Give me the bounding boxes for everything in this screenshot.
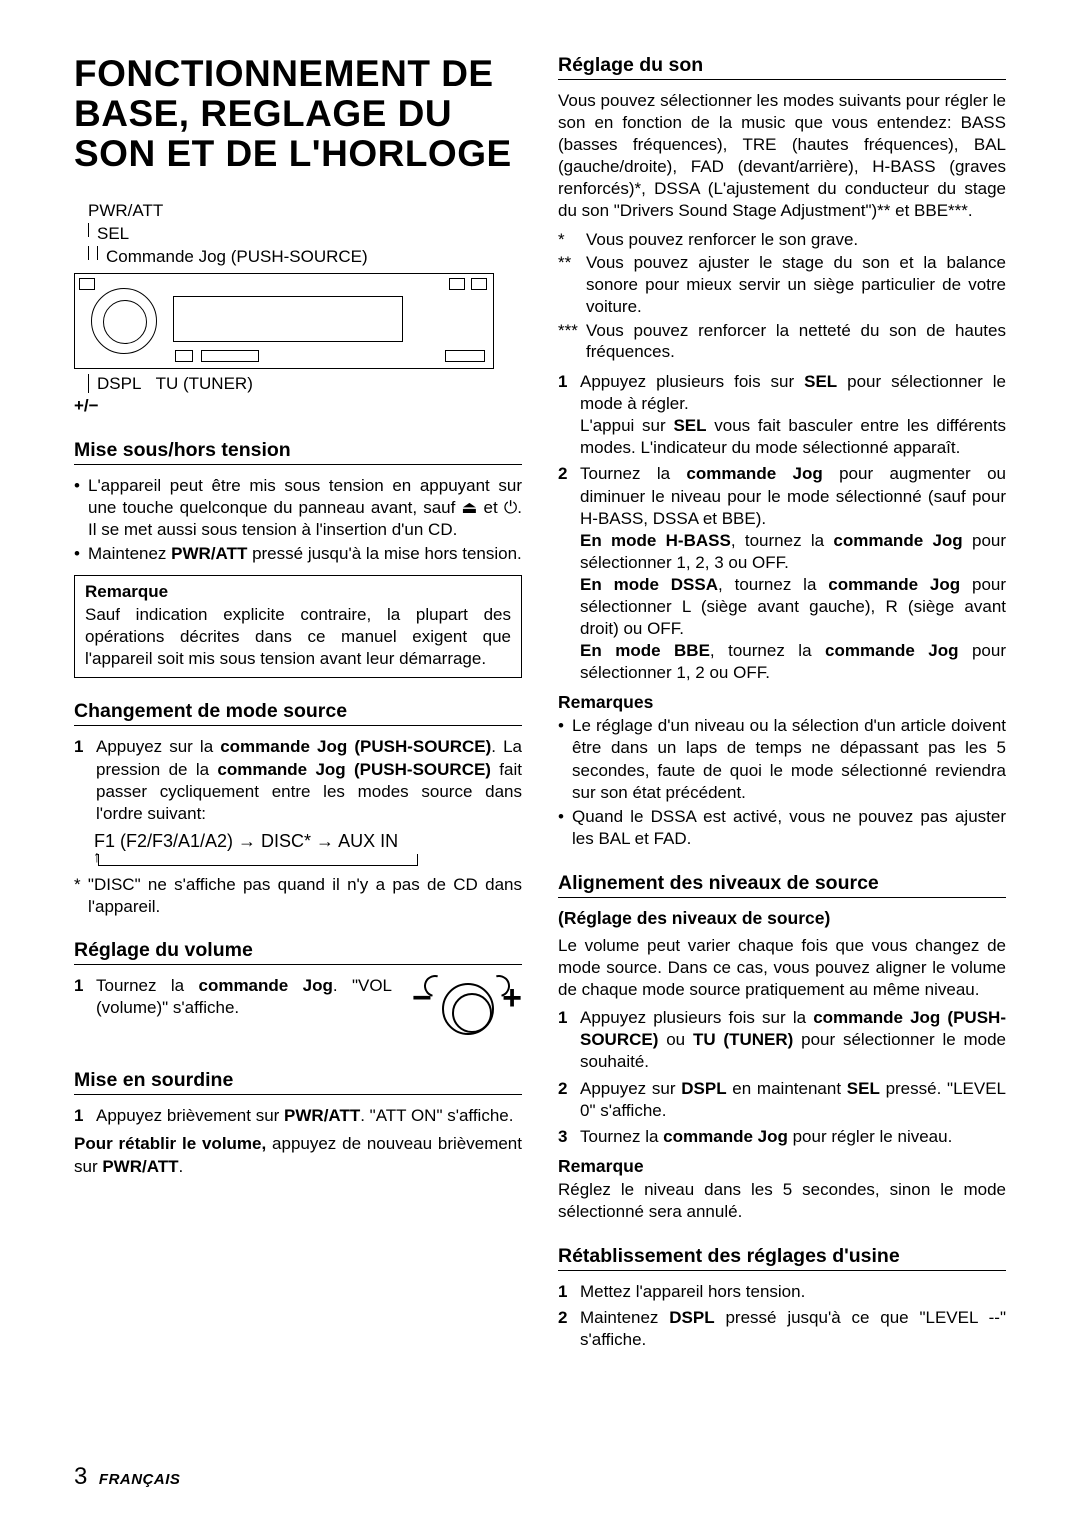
two-column-layout: FONCTIONNEMENT DE BASE, REGLAGE DU SON E… xyxy=(74,54,1006,1357)
power-bullets: L'appareil peut être mis sous tension en… xyxy=(74,475,522,565)
section-volume: Réglage du volume xyxy=(74,939,522,965)
section-sound: Réglage du son xyxy=(558,54,1006,80)
sound-step-2: 2Tournez la commande Jog pour augmenter … xyxy=(558,463,1006,684)
sound-steps: 1Appuyez plusieurs fois sur SEL pour sél… xyxy=(558,371,1006,684)
reset-step-2: 2Maintenez DSPL pressé jusqu'à ce que "L… xyxy=(558,1307,1006,1351)
label-plusminus: +/− xyxy=(74,396,99,415)
source-steps: 1Appuyez sur la commande Jog (PUSH-SOURC… xyxy=(74,736,522,824)
reset-steps: 1Mettez l'appareil hors tension. 2Mainte… xyxy=(558,1281,1006,1351)
sound-remark-1: Le réglage d'un niveau ou la sélection d… xyxy=(558,715,1006,803)
source-flow: F1 (F2/F3/A1/A2) → DISC* → AUX IN xyxy=(94,831,522,852)
label-pwr: PWR/ATT xyxy=(88,200,163,223)
jog-dial-icon xyxy=(91,288,157,354)
ast-1: *Vous pouvez renforcer le son grave. xyxy=(558,229,1006,251)
source-flow-return-icon xyxy=(98,854,418,866)
mute-steps: 1Appuyez brièvement sur PWR/ATT. "ATT ON… xyxy=(74,1105,522,1127)
plus-icon: + xyxy=(502,979,522,1018)
levels-step-1: 1Appuyez plusieurs fois sur la commande … xyxy=(558,1007,1006,1073)
section-power: Mise sous/hors tension xyxy=(74,439,522,465)
volume-steps: 1Tournez la commande Jog. "VOL (volume)"… xyxy=(74,975,392,1023)
diagram-top-labels: PWR/ATT SEL Commande Jog (PUSH-SOURCE) xyxy=(74,200,522,269)
levels-intro: Le volume peut varier chaque fois que vo… xyxy=(558,935,1006,1001)
sound-remarks: Le réglage d'un niveau ou la sélection d… xyxy=(558,715,1006,850)
corner-button-icon xyxy=(79,278,95,290)
source-step-1: 1Appuyez sur la commande Jog (PUSH-SOURC… xyxy=(74,736,522,824)
device-screen xyxy=(173,296,403,342)
levels-steps: 1Appuyez plusieurs fois sur la commande … xyxy=(558,1007,1006,1148)
eject-button-icon xyxy=(449,278,465,290)
label-tu: TU (TUNER) xyxy=(156,374,253,393)
section-mute: Mise en sourdine xyxy=(74,1069,522,1095)
levels-remark-title: Remarque xyxy=(558,1156,1006,1177)
volume-dial-icon: − + xyxy=(412,975,522,1047)
label-sel: SEL xyxy=(97,223,129,246)
main-title: FONCTIONNEMENT DE BASE, REGLAGE DU SON E… xyxy=(74,54,522,174)
bottom-button-icon xyxy=(175,350,193,362)
page-language: FRANÇAIS xyxy=(99,1471,181,1488)
section-levels: Alignement des niveaux de source xyxy=(558,872,1006,898)
note-title: Remarque xyxy=(85,582,511,602)
bottom-slot-icon xyxy=(201,350,259,362)
power-bullet-1: L'appareil peut être mis sous tension en… xyxy=(74,475,522,541)
levels-subhead: (Réglage des niveaux de source) xyxy=(558,908,1006,929)
levels-step-3: 3Tournez la commande Jog pour régler le … xyxy=(558,1126,1006,1148)
levels-remark-body: Réglez le niveau dans les 5 secondes, si… xyxy=(558,1179,1006,1223)
reset-step-1: 1Mettez l'appareil hors tension. xyxy=(558,1281,1006,1303)
sound-remarks-title: Remarques xyxy=(558,692,1006,713)
section-factory-reset: Rétablissement des réglages d'usine xyxy=(558,1245,1006,1271)
note-body: Sauf indication explicite contraire, la … xyxy=(85,604,511,669)
ast-3: ***Vous pouvez renforcer la netteté du s… xyxy=(558,320,1006,364)
page-footer: 3 FRANÇAIS xyxy=(74,1463,180,1491)
source-footnote: * "DISC" ne s'affiche pas quand il n'y a… xyxy=(74,874,522,918)
volume-step-1: 1Tournez la commande Jog. "VOL (volume)"… xyxy=(74,975,392,1019)
power-note-box: Remarque Sauf indication explicite contr… xyxy=(74,575,522,678)
right-column: Réglage du son Vous pouvez sélectionner … xyxy=(558,54,1006,1357)
power-bullet-2: Maintenez PWR/ATT pressé jusqu'à la mise… xyxy=(74,543,522,565)
bottom-right-button-icon xyxy=(445,350,485,362)
sound-asterisks: *Vous pouvez renforcer le son grave. **V… xyxy=(558,229,1006,364)
section-source-mode: Changement de mode source xyxy=(74,700,522,726)
sound-step-1: 1Appuyez plusieurs fois sur SEL pour sél… xyxy=(558,371,1006,459)
mute-step-1: 1Appuyez brièvement sur PWR/ATT. "ATT ON… xyxy=(74,1105,522,1127)
device-diagram xyxy=(74,273,494,369)
power-button-icon xyxy=(471,278,487,290)
left-column: FONCTIONNEMENT DE BASE, REGLAGE DU SON E… xyxy=(74,54,522,1357)
levels-step-2: 2Appuyez sur DSPL en maintenant SEL pres… xyxy=(558,1078,1006,1122)
sound-remark-2: Quand le DSSA est activé, vous ne pouvez… xyxy=(558,806,1006,850)
ast-2: **Vous pouvez ajuster le stage du son et… xyxy=(558,252,1006,317)
page-number: 3 xyxy=(74,1463,87,1490)
diagram-bottom-labels: DSPL TU (TUNER) +/− xyxy=(74,373,522,417)
mute-restore: Pour rétablir le volume, appuyez de nouv… xyxy=(74,1133,522,1177)
sound-intro: Vous pouvez sélectionner les modes suiva… xyxy=(558,90,1006,223)
label-dspl: DSPL xyxy=(97,374,141,393)
label-jog: Commande Jog (PUSH-SOURCE) xyxy=(106,246,368,269)
